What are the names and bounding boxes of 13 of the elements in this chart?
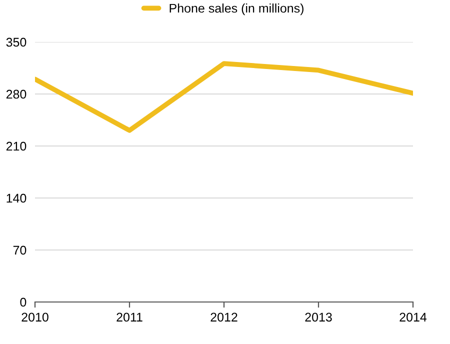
y-tick-label: 280: [6, 90, 26, 99]
x-tick-label: 2014: [400, 312, 427, 322]
y-tick-label: 210: [6, 142, 26, 151]
x-tick-label: 2012: [210, 312, 238, 322]
y-tick-label: 0: [20, 298, 26, 307]
y-tick-label: 70: [13, 246, 26, 255]
x-tick-label: 2011: [116, 312, 142, 322]
x-tick-label: 2013: [305, 312, 332, 322]
y-tick-label: 350: [6, 38, 26, 47]
legend-label: Phone sales (in millions): [170, 4, 304, 16]
y-tick-label: 140: [6, 194, 26, 203]
x-tick-label: 2010: [22, 312, 48, 322]
line-series: [35, 61, 413, 133]
